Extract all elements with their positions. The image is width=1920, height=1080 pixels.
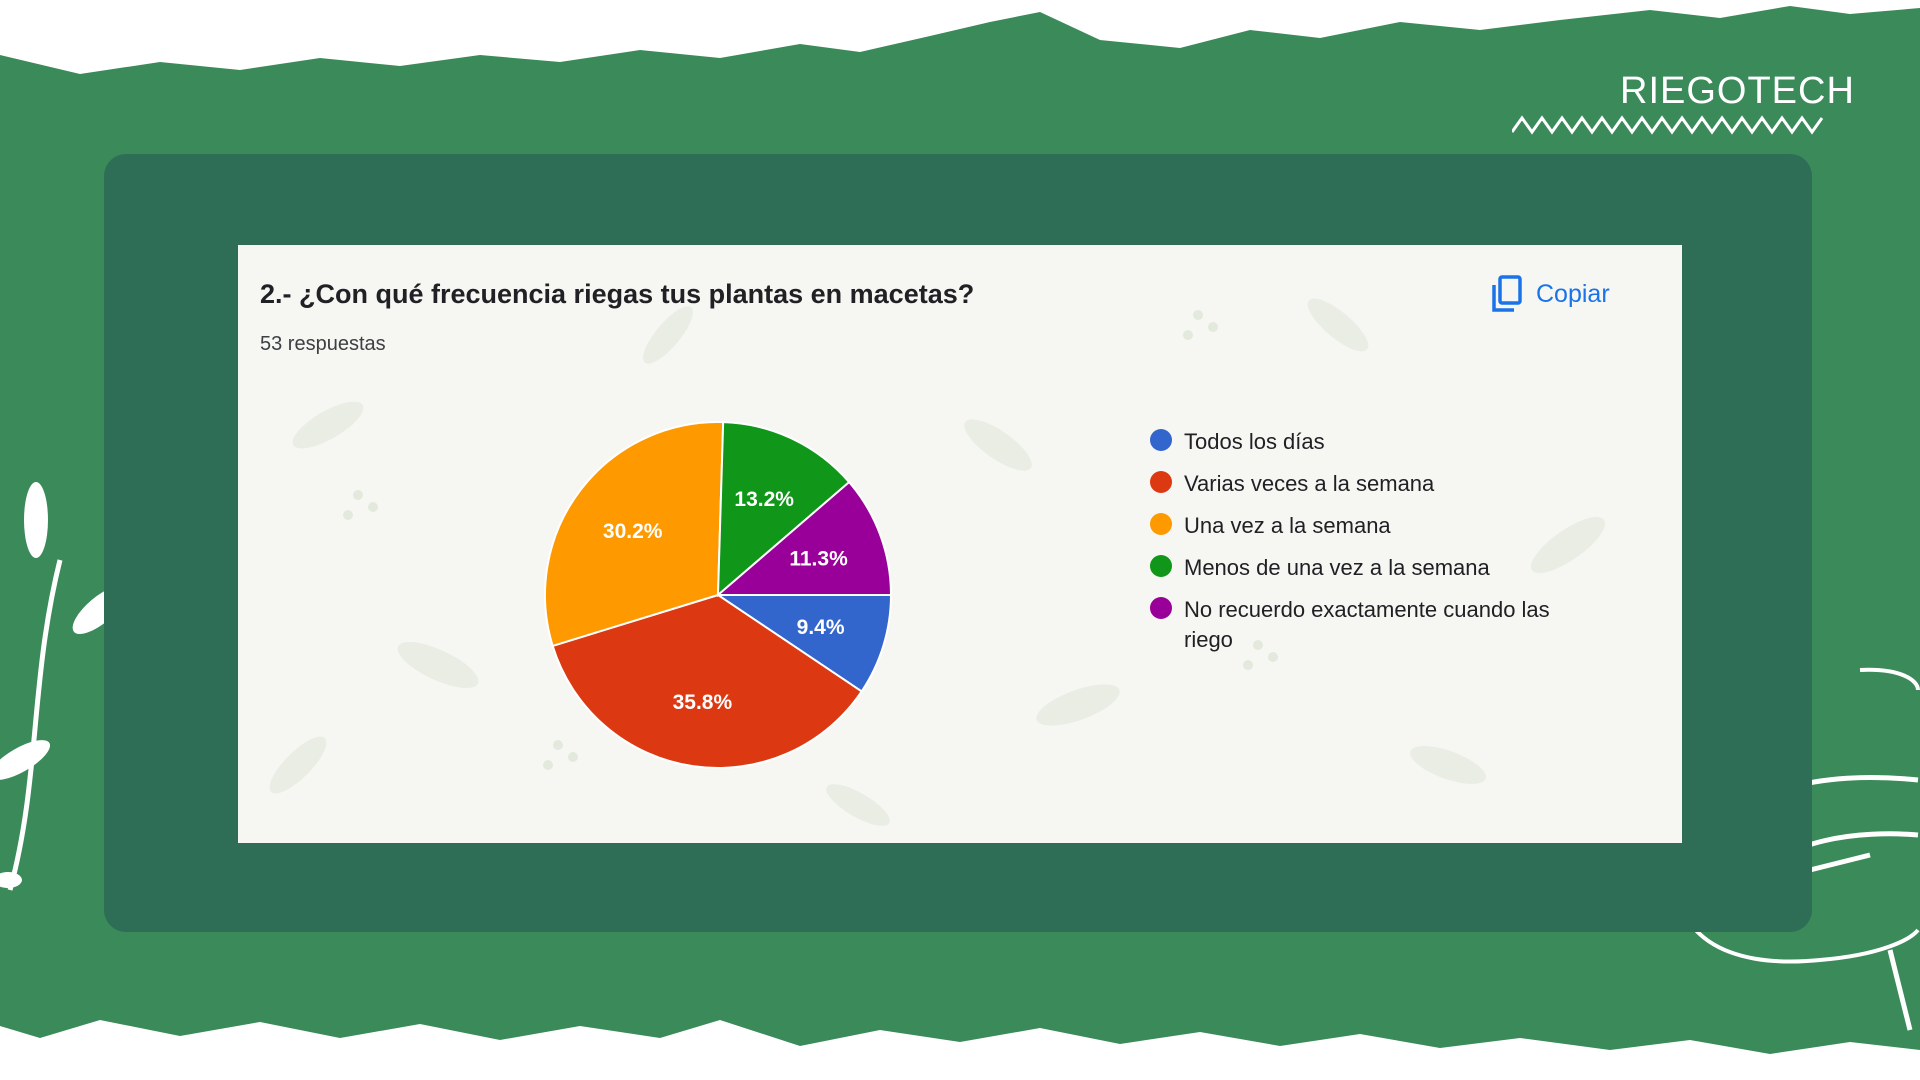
legend-swatch (1150, 429, 1172, 451)
pie-slice-label: 9.4% (797, 616, 845, 639)
pie-slice-label: 35.8% (673, 691, 733, 714)
question-title: 2.- ¿Con qué frecuencia riegas tus plant… (260, 279, 975, 309)
pie-slice (715, 480, 893, 596)
copy-label: Copiar (1536, 279, 1610, 308)
pie-slice-label: 11.3% (789, 548, 848, 571)
legend-label: Todos los días (1184, 429, 1325, 454)
chart-card: 2.- ¿Con qué frecuencia riegas tus plant… (238, 245, 1682, 843)
pie-slice-label: 13.2% (734, 488, 794, 511)
response-count: 53 respuestas (260, 333, 386, 355)
legend-swatch (1150, 555, 1172, 577)
legend-item: Menos de una vez a la semana (1150, 553, 1600, 583)
pie-slice (714, 594, 893, 693)
pie-slice-label: 30.2% (603, 520, 663, 543)
legend-label: Varias veces a la semana (1184, 471, 1435, 496)
torn-paper-bottom (0, 1020, 1920, 1080)
chart-legend: Todos los días Varias veces a la semana Un… (1150, 427, 1600, 667)
copy-icon (1492, 275, 1522, 312)
pie-slice (716, 421, 851, 598)
legend-label: Una vez a la semana (1184, 513, 1391, 538)
copy-button[interactable]: Copiar (1490, 271, 1610, 317)
pie-slice (544, 421, 725, 648)
pie-slice (551, 593, 864, 769)
legend-item: No recuerdo exactamente cuando las riego (1150, 595, 1600, 655)
legend-item: Todos los días (1150, 427, 1600, 457)
leaf-pattern-background (269, 298, 1606, 826)
pie-chart: 9.4% 35.8% 30.2% 13.2% 11.3% (544, 421, 893, 769)
squiggle-decoration (1512, 115, 1824, 135)
legend-swatch (1150, 471, 1172, 493)
torn-paper-top (0, 0, 1920, 74)
legend-label: Menos de una vez a la semana (1184, 555, 1490, 580)
legend-label: No recuerdo exactamente cuando las riego (1184, 597, 1550, 652)
legend-swatch (1150, 597, 1172, 619)
legend-item: Varias veces a la semana (1150, 469, 1600, 499)
legend-swatch (1150, 513, 1172, 535)
legend-item: Una vez a la semana (1150, 511, 1600, 541)
brand-logo-text: RIEGOTECH (1620, 70, 1855, 112)
